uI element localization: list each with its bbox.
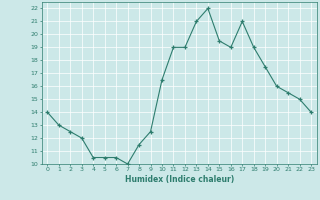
X-axis label: Humidex (Indice chaleur): Humidex (Indice chaleur) — [124, 175, 234, 184]
